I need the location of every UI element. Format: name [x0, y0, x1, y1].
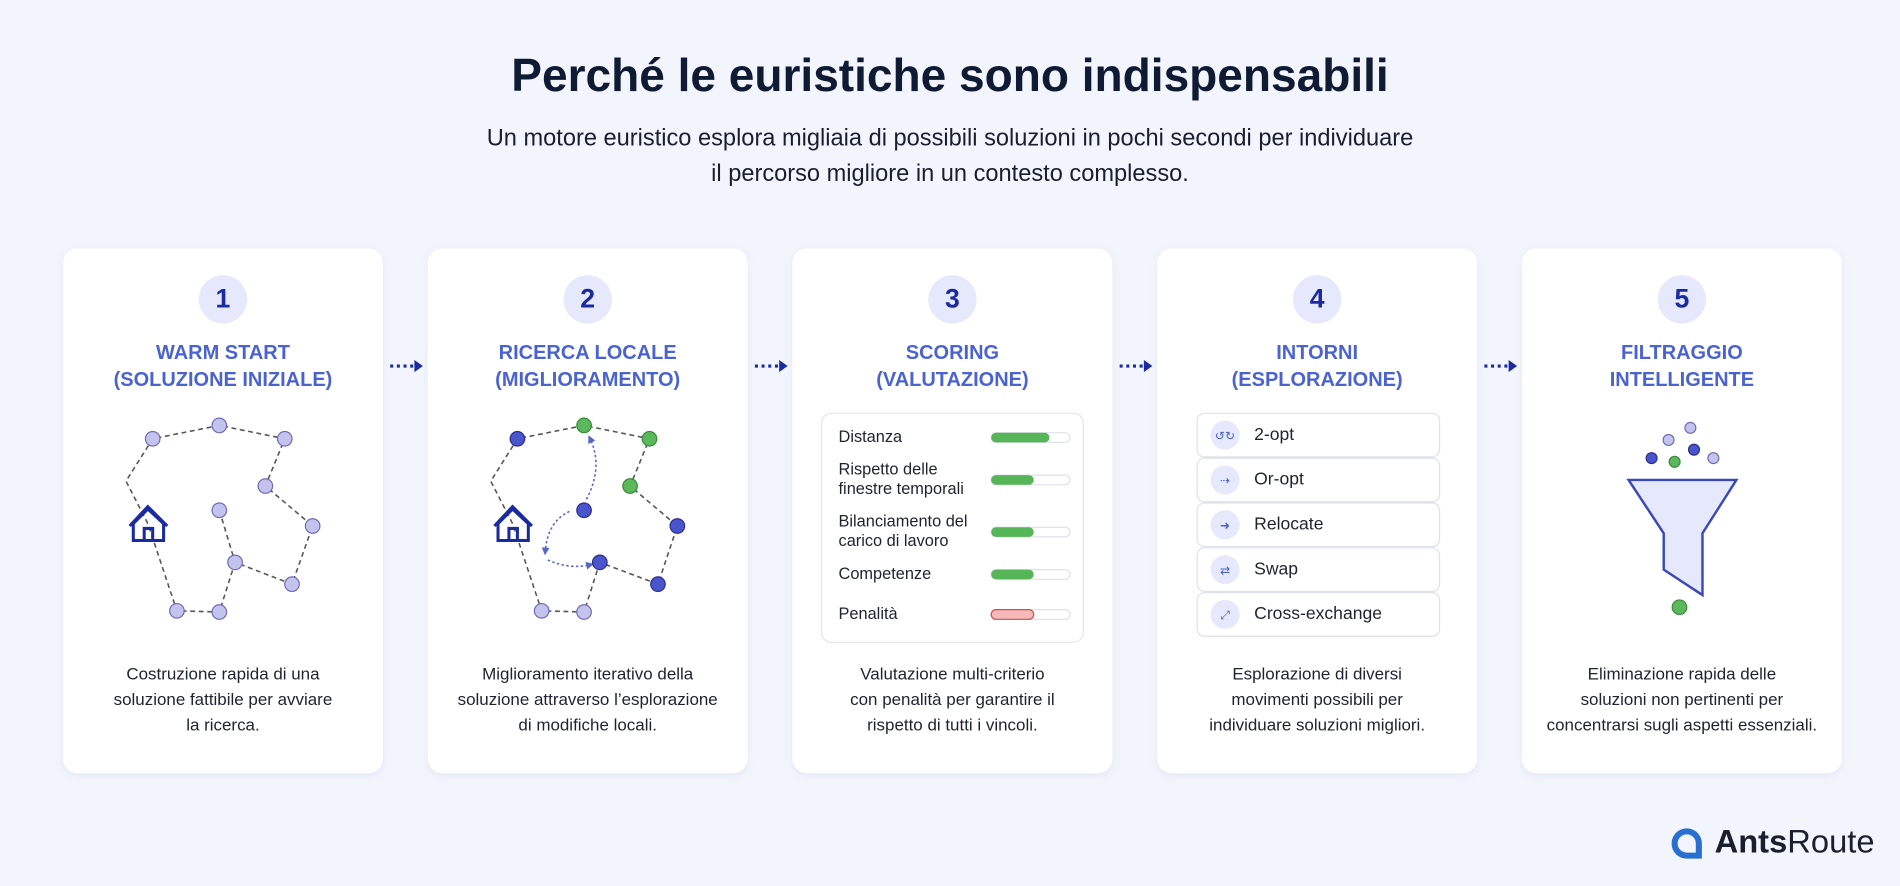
route-nodes — [144, 417, 321, 620]
step-description: Eliminazione rapida delle — [1588, 665, 1776, 684]
move-list: ↺↻ 2-opt ⇢ Or-opt ➜ Relocate ⇄ Swap ⤢ Cross-excha… — [1196, 412, 1441, 637]
move-label: Relocate — [1254, 513, 1323, 533]
flow-arrowhead — [779, 359, 788, 373]
step-description: soluzione fattibile per avviare — [114, 690, 333, 709]
move-icon: ⇢ — [1220, 474, 1230, 488]
score-bar — [991, 475, 1034, 485]
step-number: 1 — [216, 284, 231, 314]
step-description: rispetto di tutti i vincoli. — [867, 715, 1038, 734]
step-heading: (VALUTAZIONE) — [876, 369, 1028, 391]
move-row — [1196, 457, 1441, 503]
step-heading: RICERCA LOCALE — [499, 342, 677, 364]
move-icon-bg — [1210, 420, 1240, 450]
step-number: 2 — [580, 284, 595, 314]
move-row — [1196, 502, 1441, 548]
route-graph — [125, 424, 314, 613]
step-heading: FILTRAGGIO — [1621, 342, 1743, 364]
logo-bold: Ants — [1715, 822, 1788, 859]
flow-arrowhead — [1143, 359, 1153, 373]
step-description: concentrarsi sugli aspetti essenziali. — [1547, 715, 1817, 734]
step-heading: (SOLUZIONE INIZIALE) — [114, 369, 333, 391]
logo-regular: Route — [1787, 822, 1874, 859]
step-description: individuare soluzioni migliori. — [1209, 715, 1425, 734]
step-badge — [928, 275, 977, 324]
logo-icon — [1671, 828, 1702, 859]
move-icon-bg — [1210, 465, 1240, 495]
step-description: soluzione attraverso l’esplorazione — [458, 690, 718, 709]
step-number: 5 — [1674, 284, 1689, 314]
score-label: Penalità — [839, 605, 899, 623]
depot-icon — [128, 504, 169, 543]
move-icon-bg — [1210, 599, 1240, 630]
score-label: Distanza — [839, 428, 903, 446]
depot-icon — [493, 504, 534, 543]
step-badge — [1657, 275, 1707, 324]
step-heading: INTELLIGENTE — [1610, 369, 1754, 391]
move-label: Swap — [1254, 558, 1298, 578]
route-nodes — [509, 417, 686, 620]
score-label: finestre temporali — [839, 480, 964, 498]
step-description: Costruzione rapida di una — [126, 665, 320, 684]
score-label: carico di lavoro — [839, 532, 949, 550]
move-icon: ↺↻ — [1215, 429, 1235, 443]
score-panel — [820, 412, 1084, 643]
score-bar — [991, 569, 1034, 580]
score-bar — [990, 609, 1035, 620]
step-badge — [1292, 275, 1342, 324]
step-description: Miglioramento iterativo della — [482, 665, 694, 684]
move-row — [1196, 412, 1441, 458]
step-description: soluzioni non pertinenti per — [1581, 690, 1784, 709]
step-description: con penalità per garantire il — [850, 690, 1055, 709]
step-description: la ricerca. — [186, 715, 259, 734]
step-heading: (ESPLORAZIONE) — [1232, 369, 1403, 391]
subtitle: il percorso migliore in un contesto comp… — [711, 161, 1189, 187]
move-icon: ⇄ — [1220, 563, 1230, 577]
move-row — [1196, 592, 1441, 637]
step-description: Valutazione multi-criterio — [860, 665, 1044, 684]
subtitle: Un motore euristico esplora migliaia di … — [487, 126, 1413, 152]
move-icon: ⤢ — [1219, 608, 1230, 622]
move-label: 2-opt — [1254, 424, 1294, 444]
step-number: 3 — [945, 284, 960, 314]
score-bar — [991, 527, 1034, 537]
score-label: Rispetto delle — [839, 461, 938, 479]
step-heading: INTORNI — [1276, 342, 1358, 364]
move-icon-bg — [1210, 555, 1240, 585]
flow-arrowhead — [1508, 359, 1518, 373]
move-icon-bg — [1210, 510, 1240, 540]
step-badge — [198, 275, 248, 324]
move-label: Or-opt — [1254, 469, 1304, 489]
flow-arrowhead — [414, 359, 423, 373]
score-label: Bilanciamento del — [839, 513, 968, 531]
step-heading: (MIGLIORAMENTO) — [495, 369, 680, 391]
move-row — [1196, 547, 1441, 593]
title: Perché le euristiche sono indispensabili — [511, 49, 1388, 101]
funnel — [1626, 478, 1739, 598]
step-description: Esplorazione di diversi — [1232, 665, 1402, 684]
logo: AntsRoute — [1715, 822, 1875, 859]
filter-dots — [1645, 421, 1720, 616]
step-description: di modifiche locali. — [518, 715, 657, 734]
step-description: movimenti possibili per — [1231, 690, 1403, 709]
step-number: 4 — [1310, 284, 1325, 314]
move-label: Cross-exchange — [1254, 603, 1382, 623]
step-badge — [563, 275, 612, 324]
score-bar — [991, 432, 1050, 443]
move-arrows — [541, 435, 597, 570]
score-label: Competenze — [839, 565, 932, 583]
move-icon: ➜ — [1220, 519, 1230, 533]
step-heading: SCORING — [906, 342, 999, 364]
step-heading: WARM START — [156, 342, 290, 364]
